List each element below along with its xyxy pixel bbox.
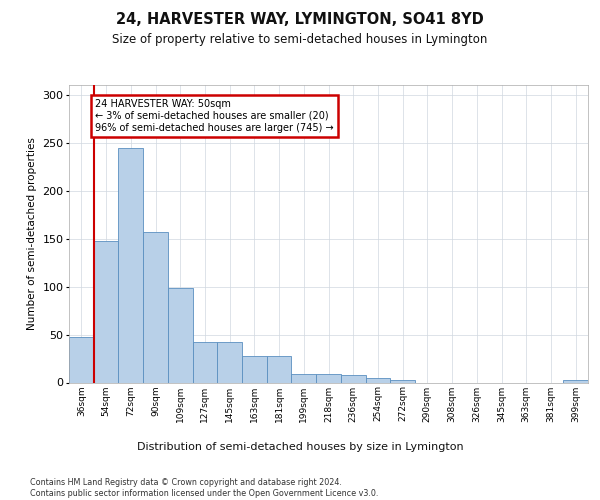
Text: 24 HARVESTER WAY: 50sqm
← 3% of semi-detached houses are smaller (20)
96% of sem: 24 HARVESTER WAY: 50sqm ← 3% of semi-det… (95, 100, 334, 132)
Bar (292, 374, 316, 382)
Bar (316, 374, 341, 382)
Bar (143, 232, 168, 382)
Text: Distribution of semi-detached houses by size in Lymington: Distribution of semi-detached houses by … (137, 442, 463, 452)
Bar (168, 288, 193, 382)
Text: Contains HM Land Registry data © Crown copyright and database right 2024.
Contai: Contains HM Land Registry data © Crown c… (30, 478, 379, 498)
Bar (217, 342, 242, 382)
Bar (563, 380, 588, 382)
Bar (69, 338, 94, 382)
Bar (267, 356, 292, 382)
Bar (193, 342, 217, 382)
Text: 24, HARVESTER WAY, LYMINGTON, SO41 8YD: 24, HARVESTER WAY, LYMINGTON, SO41 8YD (116, 12, 484, 28)
Bar (341, 375, 365, 382)
Bar (390, 380, 415, 382)
Y-axis label: Number of semi-detached properties: Number of semi-detached properties (27, 138, 37, 330)
Bar (94, 242, 118, 382)
Bar (118, 148, 143, 382)
Bar (242, 356, 267, 382)
Text: Size of property relative to semi-detached houses in Lymington: Size of property relative to semi-detach… (112, 32, 488, 46)
Bar (365, 378, 390, 382)
